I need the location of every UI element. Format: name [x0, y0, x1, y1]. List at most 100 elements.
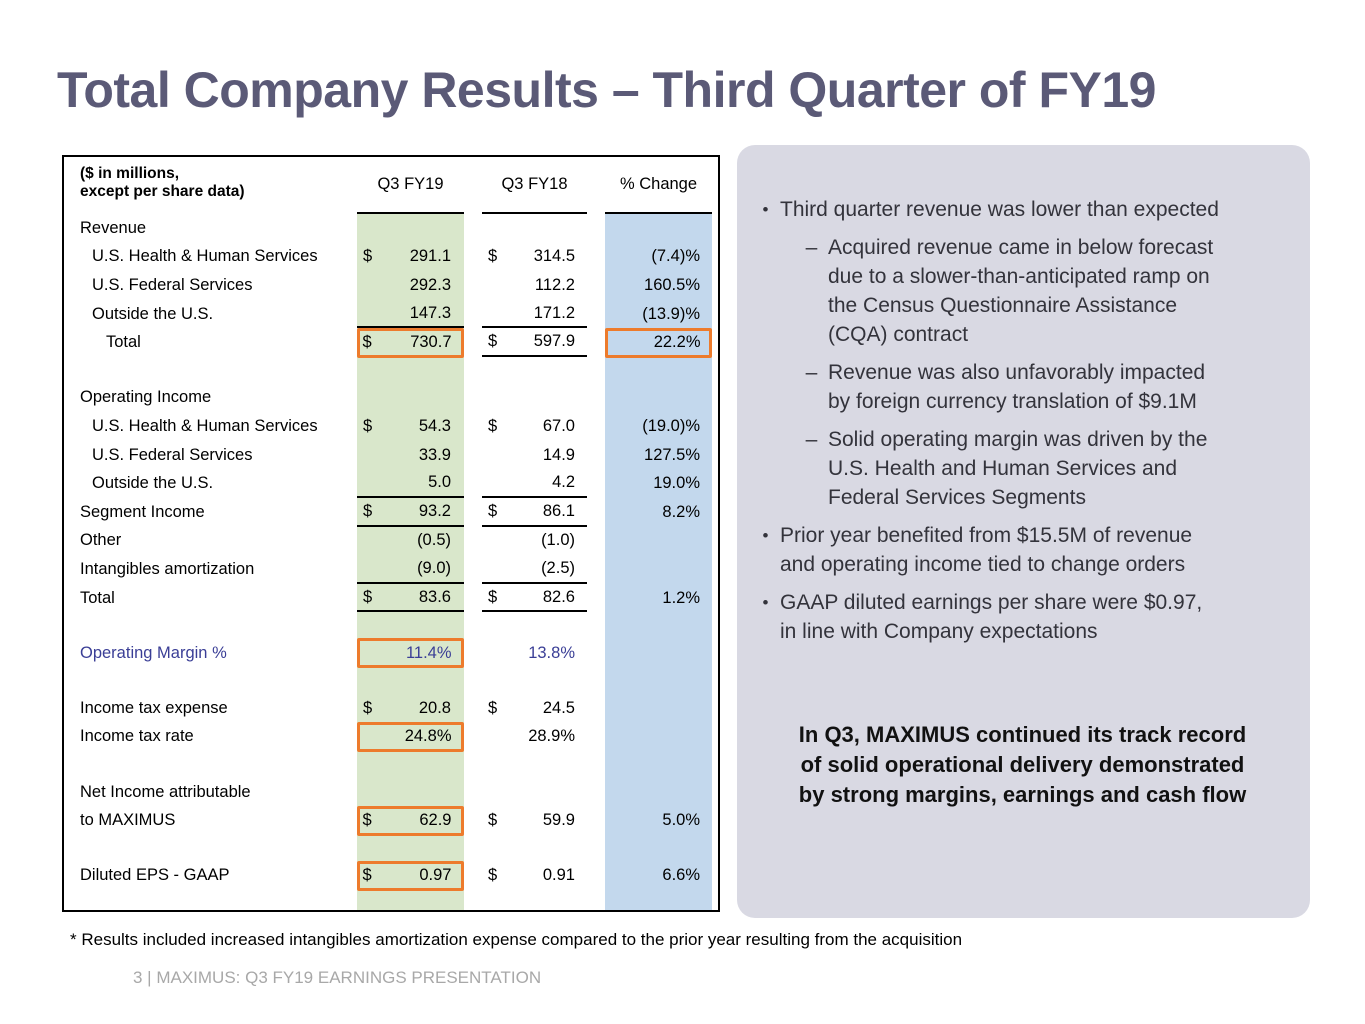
table-row: Diluted EPS - GAAP $ 0.97 $ 0.91 6.6% — [64, 860, 718, 891]
cell-q3fy18: (1.0) — [482, 527, 587, 556]
value-q3fy18: 28.9% — [528, 727, 575, 746]
bullet-text: Prior year benefited from $15.5M of reve… — [780, 524, 1193, 576]
bullet-marker-icon: • — [762, 593, 769, 612]
currency-symbol: $ — [362, 811, 372, 830]
value-percent-change: (7.4)% — [651, 247, 700, 266]
value-q3fy18: 112.2 — [534, 275, 575, 294]
cell-q3fy19: 24.8% — [357, 721, 464, 752]
value-percent-change: 127.5% — [644, 445, 700, 464]
value-q3fy18: 24.5 — [542, 698, 575, 717]
table-row: U.S. Federal Services 33.9 14.9 127.5% — [64, 441, 718, 470]
cell-q3fy19 — [357, 384, 464, 413]
table-header: ($ in millions, except per share data) Q… — [64, 157, 718, 214]
cell-q3fy18 — [482, 778, 587, 807]
cell-q3fy19: 147.3 — [357, 300, 464, 329]
summary-callout: In Q3, MAXIMUS continued its track recor… — [798, 722, 1247, 807]
row-label: Other — [80, 531, 122, 550]
bullet-marker-icon: – — [805, 428, 818, 451]
cell-q3fy19: $ 62.9 — [357, 805, 464, 836]
value-q3fy19: 0.97 — [419, 866, 452, 885]
cell-percent-change: 5.0% — [605, 806, 712, 835]
cell-percent-change: (19.0)% — [605, 412, 712, 441]
value-q3fy18: 59.9 — [542, 811, 575, 830]
value-percent-change: 22.2% — [653, 333, 701, 352]
cell-q3fy19: $ 730.7 — [357, 327, 464, 358]
cell-percent-change: 127.5% — [605, 441, 712, 470]
value-q3fy18: 0.91 — [542, 866, 575, 885]
cell-percent-change — [605, 527, 712, 556]
cell-percent-change: 22.2% — [605, 327, 712, 358]
column-header-q3fy18: Q3 FY18 — [482, 157, 587, 214]
bullet-item: – Solid operating margin was driven by t… — [751, 425, 1294, 512]
value-percent-change: (13.9)% — [642, 304, 700, 323]
currency-symbol: $ — [488, 247, 498, 266]
bullet-text: Acquired revenue came in below forecast … — [828, 236, 1214, 346]
cell-q3fy19: 5.0 — [357, 469, 464, 498]
cell-q3fy18: (2.5) — [482, 555, 587, 584]
value-q3fy19: 147.3 — [409, 303, 451, 322]
cell-percent-change — [605, 639, 712, 668]
cell-percent-change: 19.0% — [605, 469, 712, 498]
bullet-list: • Third quarter revenue was lower than e… — [751, 195, 1294, 646]
row-label: Net Income attributable — [80, 782, 251, 801]
cell-q3fy19: $ 291.1 — [357, 243, 464, 272]
value-percent-change: 8.2% — [662, 502, 700, 521]
bullet-text: Third quarter revenue was lower than exp… — [780, 198, 1219, 221]
value-q3fy18: 314.5 — [533, 247, 575, 266]
cell-percent-change — [605, 778, 712, 807]
cell-percent-change: 6.6% — [605, 862, 712, 891]
row-label: Segment Income — [80, 502, 205, 521]
bullet-item: • Prior year benefited from $15.5M of re… — [751, 521, 1294, 579]
currency-symbol: $ — [363, 247, 373, 266]
row-label: Income tax rate — [80, 727, 194, 746]
cell-q3fy19: $ 20.8 — [357, 694, 464, 723]
table-row: U.S. Federal Services 292.3 112.2 160.5% — [64, 271, 718, 300]
value-q3fy18: 67.0 — [542, 416, 575, 435]
cell-percent-change — [605, 384, 712, 413]
cell-percent-change: 160.5% — [605, 271, 712, 300]
row-label: U.S. Health & Human Services — [92, 247, 318, 266]
bullet-marker-icon: • — [762, 526, 769, 545]
table-spacer — [64, 751, 718, 778]
cell-percent-change — [605, 555, 712, 584]
cell-q3fy19: (0.5) — [357, 527, 464, 556]
cell-q3fy19 — [357, 778, 464, 807]
cell-q3fy18: $ 24.5 — [482, 694, 587, 723]
bullet-marker-icon: – — [805, 236, 818, 259]
value-q3fy19: 93.2 — [418, 501, 451, 520]
bullet-text: GAAP diluted earnings per share were $0.… — [780, 591, 1203, 643]
cell-q3fy18: 14.9 — [482, 441, 587, 470]
column-header-change: % Change — [605, 157, 712, 214]
cell-q3fy19: $ 93.2 — [357, 498, 464, 527]
bullet-item: • GAAP diluted earnings per share were $… — [751, 588, 1294, 646]
value-q3fy18: 4.2 — [552, 473, 575, 492]
bullet-text: Solid operating margin was driven by the… — [828, 428, 1208, 509]
row-label: Outside the U.S. — [92, 474, 214, 493]
value-percent-change: 19.0% — [653, 474, 700, 493]
row-label: Operating Income — [80, 388, 212, 407]
table-row: U.S. Health & Human Services $ 291.1 $ 3… — [64, 243, 718, 272]
row-label: U.S. Federal Services — [92, 445, 253, 464]
table-spacer — [64, 357, 718, 384]
table-body: Revenue U.S. Health & Human Services $ 2… — [64, 214, 718, 891]
value-percent-change: 1.2% — [662, 588, 700, 607]
column-header-q3fy19: Q3 FY19 — [357, 157, 464, 214]
page-footer: 3 | MAXIMUS: Q3 FY19 EARNINGS PRESENTATI… — [133, 968, 542, 987]
cell-percent-change: 8.2% — [605, 498, 712, 527]
value-q3fy18: 14.9 — [542, 445, 575, 464]
row-label: U.S. Federal Services — [92, 275, 253, 294]
value-q3fy19: 24.8% — [404, 727, 452, 746]
value-q3fy18: 171.2 — [533, 303, 575, 322]
footnote: * Results included increased intangibles… — [70, 930, 963, 949]
value-q3fy19: 20.8 — [418, 698, 451, 717]
table-spacer — [64, 835, 718, 862]
cell-q3fy18: 4.2 — [482, 469, 587, 498]
slide-title: Total Company Results – Third Quarter of… — [57, 62, 1156, 118]
cell-q3fy19: $ 54.3 — [357, 412, 464, 441]
cell-q3fy18: $ 67.0 — [482, 412, 587, 441]
table-row: Operating Income — [64, 384, 718, 413]
bullet-item: • Third quarter revenue was lower than e… — [751, 195, 1294, 224]
cell-q3fy18 — [482, 214, 587, 243]
commentary-panel: • Third quarter revenue was lower than e… — [737, 145, 1310, 918]
